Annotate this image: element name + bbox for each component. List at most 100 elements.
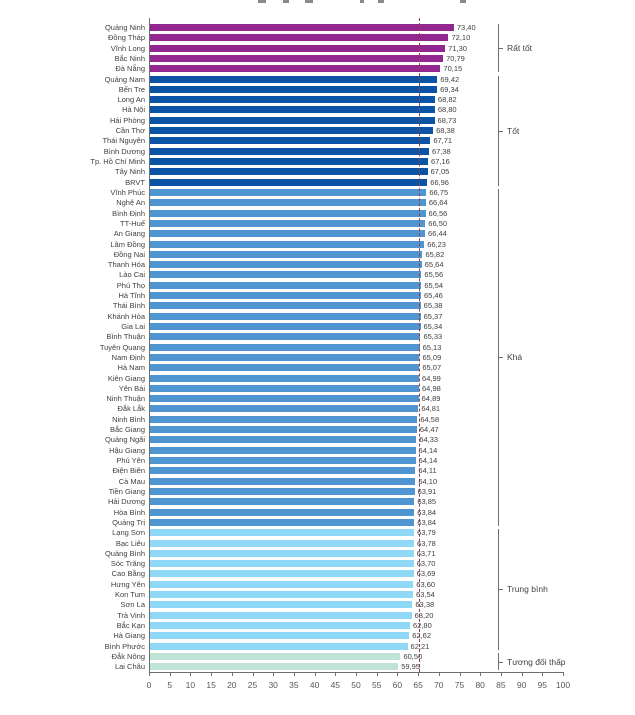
province-label: Lạng Sơn <box>112 528 145 538</box>
province-bar <box>150 96 435 104</box>
province-value: 65,37 <box>423 311 443 321</box>
x-axis-tick-label: 100 <box>555 680 571 690</box>
province-label: Trà Vinh <box>117 610 145 620</box>
province-value: 69,42 <box>440 74 460 84</box>
province-label: Hải Phòng <box>109 115 145 125</box>
province-value: 60,50 <box>403 651 423 661</box>
province-bar <box>150 106 435 114</box>
province-bar <box>150 508 415 516</box>
province-bar <box>150 75 438 83</box>
province-label: Quảng Ninh <box>104 23 145 32</box>
median-reference-line <box>418 18 420 672</box>
province-label: Cà Mau <box>118 476 145 486</box>
province-label: Hậu Giang <box>109 445 145 455</box>
province-value: 65,07 <box>422 363 442 373</box>
province-value: 64,99 <box>422 373 441 383</box>
x-axis-tick <box>542 672 544 676</box>
province-value: 66,44 <box>428 229 447 239</box>
x-axis-tick-label: 35 <box>289 680 299 690</box>
province-bar <box>150 178 428 186</box>
x-axis-tick-label: 75 <box>454 680 465 690</box>
province-bar <box>150 271 422 279</box>
province-value: 64,11 <box>418 466 437 476</box>
province-value: 66,56 <box>428 208 448 218</box>
province-value: 68,80 <box>437 105 457 115</box>
x-axis-tick-label: 95 <box>537 680 548 690</box>
x-axis-tick-label: 20 <box>227 680 237 690</box>
province-bar <box>150 65 441 73</box>
province-value: 65,34 <box>423 321 443 331</box>
category-bracket-tick <box>498 131 503 132</box>
province-bar <box>150 529 415 537</box>
province-value: 68,73 <box>437 115 457 125</box>
province-value: 63,84 <box>417 517 437 527</box>
province-label: Thanh Hóa <box>107 260 145 270</box>
x-axis-tick-label: 5 <box>167 680 173 690</box>
province-label: Bình Dương <box>103 146 145 156</box>
province-bar <box>150 467 416 475</box>
province-label: BRVT <box>125 177 145 187</box>
category-bracket <box>498 652 499 671</box>
x-axis-tick <box>293 672 295 676</box>
province-value: 68,38 <box>436 126 455 136</box>
x-axis-tick <box>521 672 523 676</box>
province-bar <box>150 652 401 660</box>
x-axis-tick <box>397 672 399 676</box>
category-label: Trung bình <box>507 584 548 594</box>
province-label: Quảng Bình <box>104 548 145 558</box>
province-value: 63,20 <box>414 610 434 620</box>
x-axis-tick-label: 30 <box>268 680 278 690</box>
province-value: 64,98 <box>422 383 441 393</box>
province-bar <box>150 44 446 52</box>
province-bar <box>150 343 420 351</box>
province-label: Long An <box>117 95 145 105</box>
x-axis-tick-label: 40 <box>309 680 320 690</box>
province-label: Hà Tĩnh <box>118 291 145 301</box>
province-bar <box>150 116 435 124</box>
x-axis-tick <box>500 672 502 676</box>
cropped-title-fragment <box>305 0 313 3</box>
province-value: 64,14 <box>418 445 438 455</box>
x-axis-tick-label: 85 <box>496 680 506 690</box>
province-label: Lâm Đồng <box>110 239 145 249</box>
province-bar <box>150 24 454 31</box>
province-value: 65,46 <box>424 291 443 301</box>
province-value: 63,85 <box>417 497 437 507</box>
cropped-title-fragment <box>460 0 466 3</box>
province-bar <box>150 549 414 557</box>
category-bracket-tick <box>498 589 503 590</box>
x-axis-tick-label: 50 <box>351 680 361 690</box>
province-label: Đắk Nông <box>111 651 145 661</box>
province-value: 65,33 <box>423 332 443 342</box>
cropped-title-fragment <box>360 0 364 3</box>
province-value: 72,10 <box>451 33 471 43</box>
province-value: 63,54 <box>416 590 435 600</box>
province-label: Vĩnh Long <box>110 43 145 53</box>
province-value: 63,60 <box>416 579 436 589</box>
province-bar <box>150 127 434 135</box>
province-label: Bắc Ninh <box>114 53 145 63</box>
cropped-title-fragment <box>283 0 289 3</box>
province-label: Kiên Giang <box>107 373 145 383</box>
province-label: Đồng Nai <box>113 249 145 259</box>
province-bar <box>150 518 415 526</box>
category-bracket-tick <box>498 662 503 663</box>
province-value: 63,69 <box>416 569 436 579</box>
province-label: Tây Ninh <box>114 167 145 177</box>
province-bar <box>150 621 410 629</box>
province-label: Bắc Giang <box>109 425 145 435</box>
x-axis-tick <box>273 672 275 676</box>
x-axis-tick-label: 45 <box>330 680 341 690</box>
province-bar <box>150 384 420 392</box>
cropped-title-fragment <box>258 0 266 3</box>
province-bar <box>150 642 408 650</box>
province-bar <box>150 250 423 258</box>
category-bracket-tick <box>498 48 503 49</box>
x-axis-tick <box>376 672 378 676</box>
province-value: 65,09 <box>422 352 442 362</box>
category-bracket <box>498 75 499 186</box>
province-value: 65,54 <box>424 280 444 290</box>
province-value: 62,80 <box>412 620 432 630</box>
province-bar <box>150 158 429 166</box>
x-axis-tick-label: 15 <box>206 680 216 690</box>
